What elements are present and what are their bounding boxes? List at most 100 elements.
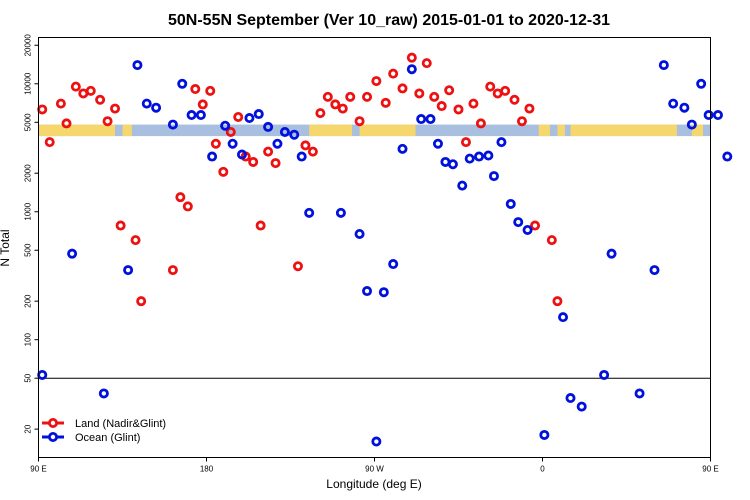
data-point — [576, 401, 587, 412]
data-point — [210, 138, 221, 149]
data-point — [296, 151, 307, 162]
data-point — [696, 78, 707, 89]
data-point — [244, 113, 255, 124]
band-land — [122, 124, 132, 137]
data-point — [371, 76, 382, 87]
x-axis-label: Longitude (deg E) — [326, 477, 421, 491]
y-tick-label: 10000 — [24, 72, 33, 95]
data-point — [304, 207, 315, 218]
y-axis: 20 50 100 200 500 1000 2000 5000 10000 20000 — [24, 34, 39, 434]
legend-item-land: Land (Nadir&Glint) — [42, 417, 166, 430]
data-point — [546, 235, 557, 246]
data-point — [190, 84, 201, 95]
x-tick-label: 90 E — [30, 465, 46, 474]
data-point — [345, 91, 356, 102]
data-points — [37, 52, 733, 447]
data-point — [236, 149, 247, 160]
data-point — [460, 137, 471, 148]
legend-marker — [48, 431, 59, 442]
data-point — [289, 129, 300, 140]
data-point — [61, 118, 72, 129]
data-point — [634, 388, 645, 399]
data-point — [378, 287, 389, 298]
data-point — [279, 126, 290, 137]
x-tick-label: 90 E — [702, 465, 718, 474]
data-point — [197, 99, 208, 110]
data-point — [513, 217, 524, 228]
data-point — [335, 207, 346, 218]
data-point — [464, 153, 475, 164]
y-axis-label: N Total — [0, 229, 12, 266]
band-land — [309, 124, 353, 137]
data-point — [488, 171, 499, 182]
data-point — [70, 81, 81, 92]
data-point — [322, 91, 333, 102]
data-point — [457, 180, 468, 191]
data-point — [539, 429, 550, 440]
data-point — [606, 248, 617, 259]
data-point — [248, 156, 259, 167]
y-tick-label: 20 — [24, 424, 33, 433]
data-point — [167, 119, 178, 130]
data-point — [447, 159, 458, 170]
data-point — [233, 112, 244, 123]
data-point — [416, 114, 427, 125]
data-point — [220, 120, 231, 131]
data-point — [110, 103, 121, 114]
data-point — [186, 110, 197, 121]
data-point — [552, 296, 563, 307]
data-point — [102, 116, 113, 127]
y-tick-label: 20000 — [24, 34, 33, 57]
data-point — [362, 286, 373, 297]
data-point — [406, 52, 417, 63]
data-point — [703, 110, 714, 121]
data-point — [330, 99, 341, 110]
band-land — [538, 124, 550, 137]
data-point — [500, 85, 511, 96]
data-point — [354, 116, 365, 127]
data-point — [227, 138, 238, 149]
data-point — [292, 261, 303, 272]
data-point — [522, 224, 533, 235]
data-point — [141, 98, 152, 109]
legend-item-ocean: Ocean (Glint) — [42, 431, 140, 444]
band-land — [570, 124, 677, 137]
data-point — [177, 78, 188, 89]
x-tick-label: 90 W — [365, 465, 384, 474]
data-point — [686, 119, 697, 130]
data-point — [55, 98, 66, 109]
data-point — [425, 114, 436, 125]
y-tick-label: 5000 — [24, 113, 33, 131]
y-tick-label: 50 — [24, 373, 33, 382]
series-land — [37, 52, 563, 307]
data-point — [483, 150, 494, 161]
data-point — [315, 108, 326, 119]
data-point — [354, 228, 365, 239]
data-point — [270, 158, 281, 169]
data-point — [436, 101, 447, 112]
data-point — [307, 146, 318, 157]
data-point — [44, 137, 55, 148]
data-point — [388, 259, 399, 270]
band-land — [359, 124, 416, 137]
data-point — [679, 102, 690, 113]
x-axis: 90 E 180 90 W 0 90 E — [30, 457, 719, 474]
data-point — [205, 85, 216, 96]
data-point — [151, 102, 162, 113]
data-point — [263, 146, 274, 157]
data-point — [668, 98, 679, 109]
data-point — [218, 166, 229, 177]
data-point — [380, 97, 391, 108]
chart-title: 50N-55N September (Ver 10_raw) 2015-01-0… — [168, 12, 610, 29]
data-point — [565, 393, 576, 404]
data-point — [195, 110, 206, 121]
data-point — [509, 94, 520, 105]
data-point — [182, 201, 193, 212]
data-point — [175, 192, 186, 203]
y-tick-label: 2000 — [24, 164, 33, 182]
data-point — [37, 369, 48, 380]
data-point — [95, 94, 106, 105]
legend: Land (Nadir&Glint) Ocean (Glint) — [42, 417, 166, 444]
data-point — [468, 98, 479, 109]
x-tick-label: 180 — [200, 465, 214, 474]
